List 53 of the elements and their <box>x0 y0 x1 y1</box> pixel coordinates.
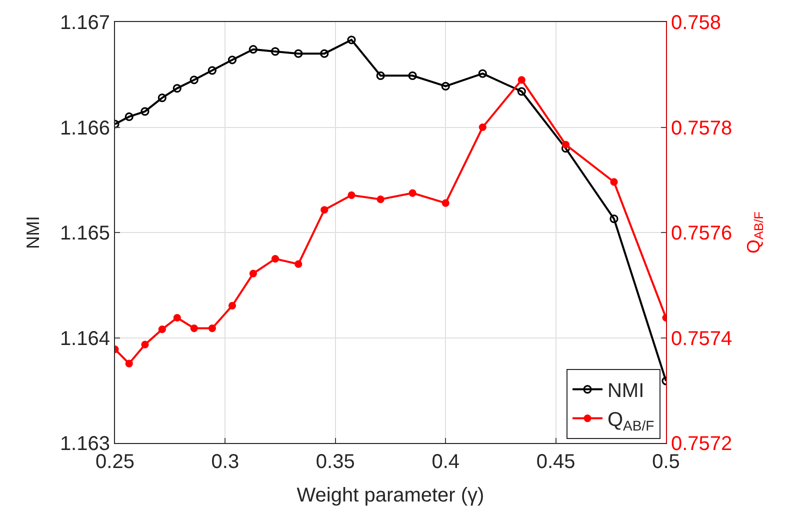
point <box>190 324 198 332</box>
point <box>140 107 150 116</box>
y-tick-label: 1.167 <box>60 12 110 34</box>
y2-tick-label: 0.7576 <box>671 222 732 244</box>
x-tick-label: 0.45 <box>536 451 576 473</box>
point <box>610 178 618 186</box>
point <box>141 340 149 348</box>
point <box>248 45 258 54</box>
x-tick-label: 0.35 <box>316 451 355 473</box>
point <box>441 82 450 90</box>
point <box>408 71 417 80</box>
legend-label: NMI <box>607 380 644 402</box>
y2-tick-label: 0.758 <box>671 12 722 34</box>
point <box>294 49 303 58</box>
point <box>158 326 166 334</box>
x-tick-label: 0.3 <box>211 451 240 473</box>
point <box>320 206 328 214</box>
point <box>517 87 526 96</box>
point <box>376 196 384 204</box>
y-tick-label: 1.166 <box>60 117 110 140</box>
y2-tick-label: 0.7578 <box>671 117 732 140</box>
point <box>478 123 486 132</box>
point <box>348 191 356 199</box>
point <box>442 199 450 207</box>
point <box>518 76 526 84</box>
x-tick-label: 0.4 <box>432 451 460 473</box>
point <box>208 66 216 75</box>
point <box>408 189 416 197</box>
point <box>249 270 257 278</box>
point <box>376 71 385 80</box>
point <box>172 84 182 93</box>
x-axis-title: Weight parameter (γ) <box>296 484 484 506</box>
point <box>294 260 302 268</box>
y-tick-label: 1.164 <box>60 328 110 350</box>
point <box>208 324 216 332</box>
y-tick-label: 1.165 <box>60 222 110 244</box>
point <box>478 69 487 78</box>
point <box>124 112 134 122</box>
point <box>347 36 356 44</box>
point <box>610 214 618 224</box>
y-axis-title: NMI <box>23 216 44 249</box>
y2-tick-label: 0.7574 <box>671 328 732 350</box>
point <box>158 93 166 102</box>
point <box>190 76 198 84</box>
point <box>228 302 236 310</box>
point <box>271 255 280 263</box>
point <box>270 47 280 56</box>
point <box>125 360 133 368</box>
point <box>228 56 237 64</box>
point <box>173 314 181 322</box>
point <box>320 49 329 58</box>
point <box>562 140 570 148</box>
legend-label: Q$_{AB/F}$ <box>607 409 654 434</box>
